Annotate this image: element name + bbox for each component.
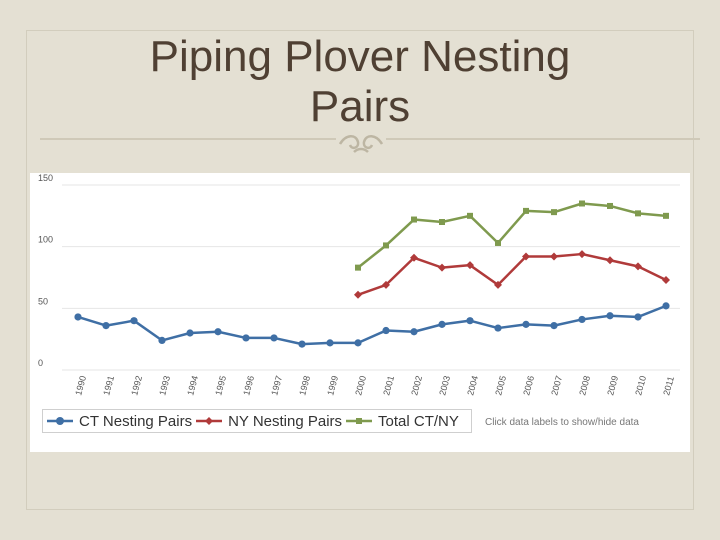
data-point-ny-nesting-pairs (410, 253, 418, 262)
legend-swatch (346, 418, 373, 424)
slide-title-line-2: Pairs (309, 82, 411, 131)
ornament-icon (336, 132, 386, 156)
data-point-ct-nesting-pairs (466, 317, 474, 325)
data-point-ct-nesting-pairs (326, 339, 334, 347)
data-point-ct-nesting-pairs (214, 328, 222, 336)
x-tick-label: 1995 (213, 375, 228, 397)
x-tick-label: 1998 (297, 375, 312, 397)
data-point-total-ct-ny (411, 216, 417, 223)
legend-label: CT Nesting Pairs (79, 412, 193, 430)
x-tick-label: 1993 (157, 375, 172, 397)
x-tick-label: 2002 (409, 375, 424, 397)
x-tick-label: 1991 (101, 375, 116, 397)
data-point-total-ct-ny (551, 209, 557, 216)
x-tick-label: 2009 (605, 375, 620, 397)
x-tick-label: 2003 (437, 375, 452, 397)
data-point-ny-nesting-pairs (494, 280, 502, 289)
data-point-ct-nesting-pairs (270, 334, 278, 342)
data-point-ny-nesting-pairs (354, 290, 362, 299)
data-point-ct-nesting-pairs (186, 329, 194, 337)
data-point-ct-nesting-pairs (158, 336, 166, 344)
legend-swatch (47, 417, 73, 425)
slide-title-line-1: Piping Plover Nesting (149, 32, 571, 81)
legend-swatch (196, 417, 223, 425)
chart-hint: Click data labels to show/hide data (485, 417, 639, 428)
data-point-ct-nesting-pairs (74, 313, 82, 321)
data-point-ct-nesting-pairs (634, 313, 642, 321)
x-tick-label: 1992 (129, 375, 144, 397)
data-point-total-ct-ny (467, 212, 473, 219)
legend-label: Total CT/NY (378, 412, 459, 430)
data-point-ny-nesting-pairs (634, 262, 642, 271)
data-point-ct-nesting-pairs (410, 328, 418, 336)
data-point-ny-nesting-pairs (578, 250, 586, 259)
series-line-ct-nesting-pairs (77, 304, 667, 346)
x-tick-label: 2006 (521, 375, 536, 397)
series-line-ny-nesting-pairs (357, 252, 667, 296)
data-point-total-ct-ny (355, 264, 361, 271)
data-point-ct-nesting-pairs (242, 334, 250, 342)
data-point-total-ct-ny (663, 212, 669, 219)
data-point-total-ct-ny (579, 200, 585, 207)
data-point-ny-nesting-pairs (550, 252, 558, 261)
data-point-ny-nesting-pairs (522, 252, 530, 261)
data-point-ny-nesting-pairs (438, 263, 446, 272)
y-tick-label: 50 (38, 296, 48, 306)
data-point-total-ct-ny (383, 242, 389, 249)
data-point-total-ct-ny (439, 219, 445, 225)
data-point-ct-nesting-pairs (130, 317, 138, 325)
data-point-ct-nesting-pairs (662, 302, 670, 310)
x-tick-label: 2000 (353, 375, 368, 397)
x-tick-label: 2001 (381, 375, 396, 397)
legend-item[interactable]: CT Nesting Pairs (43, 413, 192, 430)
x-tick-label: 1994 (185, 375, 200, 397)
x-tick-label: 2004 (465, 375, 480, 397)
data-point-ct-nesting-pairs (606, 312, 614, 320)
data-point-ct-nesting-pairs (522, 320, 530, 328)
chart-panel: 0 50 100 150 1990 1991 1992 1993 1994 1995 1996 199… (30, 173, 690, 452)
x-tick-label: 2005 (493, 375, 508, 397)
x-tick-label: 1990 (73, 375, 88, 397)
x-tick-label: 2007 (549, 375, 564, 397)
line-chart: 0 50 100 150 1990 1991 1992 1993 1994 1995 1996 199… (38, 173, 680, 397)
x-tick-label: 1996 (241, 375, 256, 397)
legend-item[interactable]: Total CT/NY (342, 413, 459, 430)
y-tick-label: 150 (38, 173, 53, 183)
x-tick-label: 2011 (661, 375, 676, 396)
y-tick-label: 0 (38, 358, 43, 368)
legend-label: NY Nesting Pairs (228, 412, 343, 430)
legend-item[interactable]: NY Nesting Pairs (192, 413, 342, 430)
slide-frame (26, 30, 694, 510)
data-point-ct-nesting-pairs (578, 315, 586, 324)
y-tick-label: 100 (38, 235, 53, 245)
data-point-ny-nesting-pairs (382, 280, 390, 289)
data-point-ct-nesting-pairs (550, 322, 558, 330)
x-tick-label: 2008 (577, 375, 592, 397)
data-point-ct-nesting-pairs (102, 322, 110, 330)
slide-title: Piping Plover Nesting Pairs (100, 32, 620, 132)
x-tick-label: 1997 (269, 375, 284, 397)
data-point-ct-nesting-pairs (382, 326, 390, 335)
series-line-total-ct-ny (357, 202, 667, 269)
x-tick-label: 1999 (325, 375, 340, 397)
data-point-total-ct-ny (607, 202, 613, 209)
data-point-ny-nesting-pairs (662, 275, 670, 284)
data-point-ny-nesting-pairs (606, 256, 614, 265)
data-point-ct-nesting-pairs (298, 340, 306, 348)
data-point-ny-nesting-pairs (466, 261, 474, 270)
chart-legend[interactable]: CT Nesting Pairs NY Nesting Pairs Total CT… (42, 409, 472, 433)
data-point-ct-nesting-pairs (438, 320, 446, 328)
x-tick-label: 2010 (633, 375, 648, 397)
data-point-ct-nesting-pairs (354, 339, 362, 347)
data-point-total-ct-ny (523, 207, 529, 214)
data-point-total-ct-ny (635, 210, 641, 217)
data-point-total-ct-ny (495, 239, 501, 246)
data-point-ct-nesting-pairs (494, 324, 502, 332)
